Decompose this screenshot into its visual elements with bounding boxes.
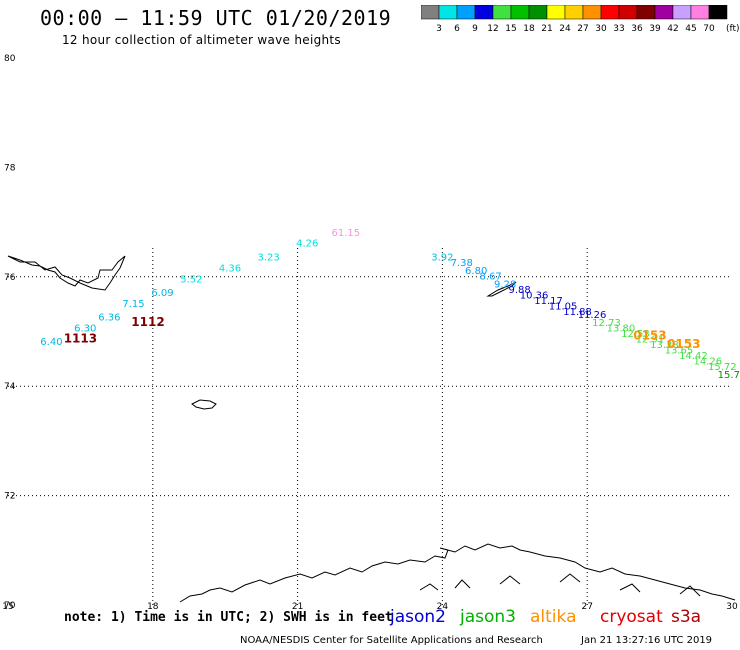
swh-value: 7.15 xyxy=(122,299,144,310)
swh-value: 6.30 xyxy=(74,324,96,335)
y-tick-label: 80 xyxy=(4,54,16,64)
swh-value: 11.26 xyxy=(578,310,607,321)
swh-value: 10.36 xyxy=(520,291,549,302)
swh-value: 6.09 xyxy=(151,288,173,299)
swh-value: 4.36 xyxy=(219,263,241,274)
generated-timestamp: Jan 21 13:27:16 UTC 2019 xyxy=(581,635,713,646)
legend-label: 45 xyxy=(685,24,696,34)
coastline-hopen xyxy=(486,281,517,297)
legend-label: 42 xyxy=(667,24,678,34)
x-tick-label: 18 xyxy=(147,602,159,612)
x-tick-label: 15 xyxy=(2,602,13,612)
satellite-jason3: jason3 xyxy=(460,607,516,627)
legend-label: 30 xyxy=(595,24,607,34)
legend-label: 18 xyxy=(523,24,535,34)
swh-value: 12.91 xyxy=(636,334,665,345)
swh-value: 13.65 xyxy=(665,345,694,356)
swh-value: 12.73 xyxy=(592,318,621,329)
legend-unit: (ft) xyxy=(726,24,740,34)
swh-value: 14.42 xyxy=(679,351,708,362)
swh-value: 1113 xyxy=(64,331,97,345)
swh-value: 11.05 xyxy=(549,302,578,313)
y-tick-label: 78 xyxy=(4,163,16,173)
y-tick-label: 76 xyxy=(4,273,16,283)
legend-label: 36 xyxy=(631,24,643,34)
footer-note: note: 1) Time is in UTC; 2) SWH is in fe… xyxy=(64,610,393,625)
x-tick-label: 27 xyxy=(581,602,592,612)
coastline-norway xyxy=(179,543,736,603)
chart-title: 00:00 – 11:59 UTC 01/20/2019 xyxy=(40,6,392,30)
swh-value: 9.28 xyxy=(494,280,516,291)
swh-value: 6.36 xyxy=(98,313,120,324)
swh-value: 3.92 xyxy=(431,252,453,263)
swh-value: 15.70 xyxy=(718,370,740,381)
swh-value: 14.26 xyxy=(694,356,723,367)
chart-subtitle: 12 hour collection of altimeter wave hei… xyxy=(62,33,341,47)
swh-value: 1112 xyxy=(131,315,164,329)
swh-value: 5.52 xyxy=(180,274,202,285)
legend-label: 6 xyxy=(454,24,460,34)
swh-observations: 6.40 6.306.367.15 6.09 5.52 4.36 3.23 4.26 61.1… xyxy=(40,228,740,381)
swh-value: 6.80 xyxy=(465,266,487,277)
legend-label: 33 xyxy=(613,24,624,34)
swh-value: 9.88 xyxy=(508,285,530,296)
satellite-cryosat: cryosat xyxy=(600,607,663,627)
swh-value: 61.15 xyxy=(332,228,361,239)
coastline-layer xyxy=(7,255,736,603)
legend-label: 70 xyxy=(703,24,715,34)
swh-value: 11.88 xyxy=(563,307,592,318)
legend-label: 3 xyxy=(436,24,442,34)
swh-value: 13.80 xyxy=(607,324,636,335)
coastline-svalbard xyxy=(7,255,126,291)
legend-label: 39 xyxy=(649,24,661,34)
y-tick-label: 74 xyxy=(4,382,16,392)
x-tick-label: 30 xyxy=(726,602,738,612)
satellite-jason2: jason2 xyxy=(390,607,446,627)
swh-value: 12.53 xyxy=(621,329,650,340)
swh-value: 13.38 xyxy=(650,340,679,351)
x-tick-label: 21 xyxy=(292,602,303,612)
legend-label: 27 xyxy=(577,24,588,34)
satellite-s3a: s3a xyxy=(671,607,702,627)
coastline-bear-island xyxy=(191,399,217,410)
credit-line: NOAA/NESDIS Center for Satellite Applica… xyxy=(240,635,543,646)
coastline-fjords xyxy=(419,573,701,597)
color-legend: 3 6 9 12 15 18 21 24 27 30 33 36 39 42 45 70 (ft) xyxy=(421,5,740,34)
swh-value: 7.38 xyxy=(451,258,473,269)
swh-value: 6.40 xyxy=(40,337,62,348)
x-tick-label: 24 xyxy=(437,602,449,612)
legend-label: 15 xyxy=(505,24,516,34)
swh-value: 15.72 xyxy=(708,362,737,373)
swh-value: 11.17 xyxy=(534,296,563,307)
swh-value: 0153 xyxy=(667,337,700,351)
swh-value: 8.67 xyxy=(480,272,502,283)
legend-label: 9 xyxy=(472,24,478,34)
swh-value: 0153 xyxy=(633,329,666,343)
y-tick-label: 70 xyxy=(4,601,16,611)
y-tick-label: 72 xyxy=(4,492,15,502)
graticule xyxy=(8,248,732,605)
legend-label: 24 xyxy=(559,24,571,34)
legend-label: 21 xyxy=(541,24,552,34)
swh-value: 3.23 xyxy=(258,252,280,263)
legend-swatch xyxy=(708,5,728,20)
axis-ticks: 15 18 21 24 27 30 70 72 74 76 78 80 xyxy=(2,54,738,612)
legend-label: 12 xyxy=(487,24,498,34)
satellite-altika: altika xyxy=(530,607,577,627)
swh-value: 4.26 xyxy=(296,239,318,250)
